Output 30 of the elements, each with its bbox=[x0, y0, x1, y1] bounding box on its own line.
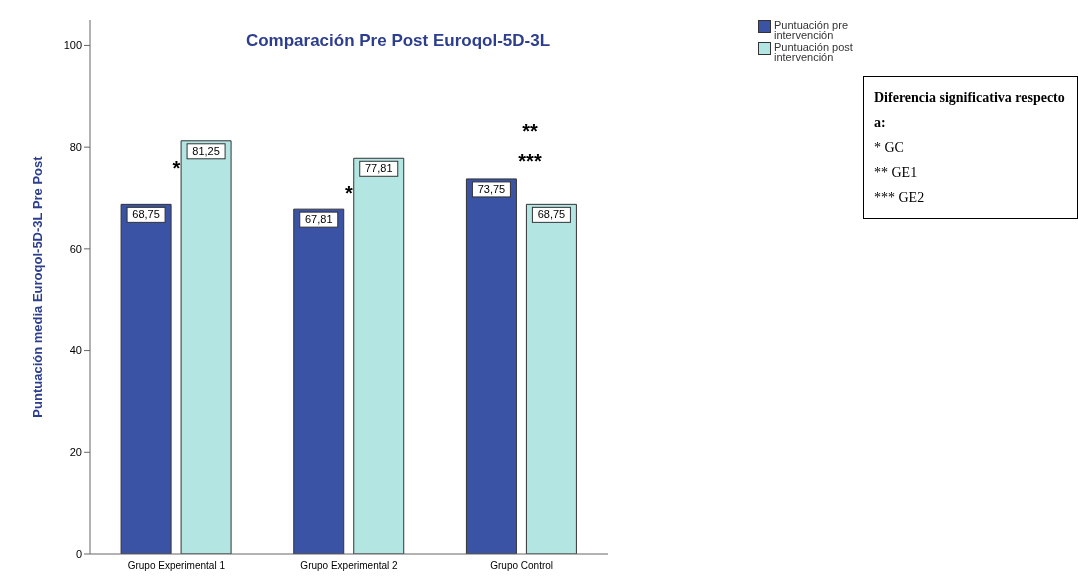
legend-label: Puntuación post intervención bbox=[774, 41, 854, 63]
annotation: * bbox=[172, 156, 181, 179]
legend-label: Puntuación pre intervención bbox=[774, 19, 849, 41]
bar bbox=[525, 203, 577, 554]
bar bbox=[293, 208, 345, 554]
annotation: * bbox=[345, 182, 354, 205]
x-tick-label: Grupo Experimental 2 bbox=[300, 560, 399, 572]
y-tick-label: 20 bbox=[69, 446, 82, 459]
text: Comparación Pre Post Euroqol-5D-3L bbox=[245, 31, 551, 50]
bar bbox=[180, 140, 232, 554]
y-tick-label: 100 bbox=[63, 39, 82, 52]
annotation: ** bbox=[522, 120, 538, 143]
y-tick-label: 60 bbox=[69, 242, 82, 255]
bar bbox=[120, 203, 172, 554]
text: 67,81 bbox=[304, 213, 333, 226]
text: 73,75 bbox=[477, 182, 506, 195]
bar bbox=[465, 178, 517, 554]
x-tick-label: Grupo Experimental 1 bbox=[127, 560, 226, 572]
text: 81,25 bbox=[192, 144, 220, 157]
y-tick-label: 40 bbox=[69, 344, 82, 357]
x-tick-label: Grupo Control bbox=[490, 560, 554, 572]
y-tick-label: 80 bbox=[69, 141, 82, 154]
y-axis-title: Puntuación media Euroqol-5D-3L Pre Post bbox=[29, 155, 45, 418]
text: 68,75 bbox=[537, 208, 566, 221]
bar bbox=[353, 157, 405, 554]
legend-note-box: Diferencia significativa respecto a: * GC ** GE1 *** GE2 bbox=[863, 76, 1078, 219]
y-tick-label: 0 bbox=[75, 547, 82, 560]
text: 77,81 bbox=[364, 162, 393, 175]
annotation: *** bbox=[518, 150, 542, 173]
text: 68,75 bbox=[132, 208, 160, 221]
